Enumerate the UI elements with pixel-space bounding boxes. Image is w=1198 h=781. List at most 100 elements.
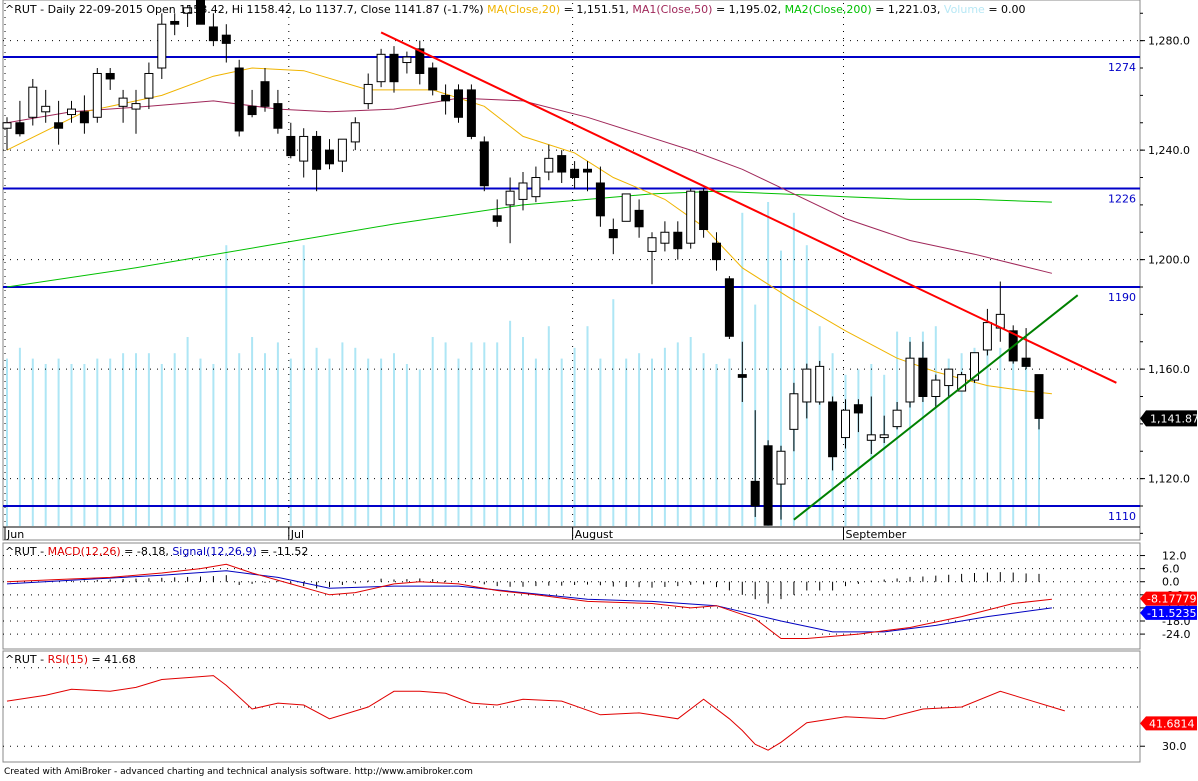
volume-bar <box>199 358 202 526</box>
volume-bar <box>689 337 692 526</box>
candle <box>944 368 954 397</box>
volume-bar <box>405 364 408 526</box>
candle-body-up <box>866 434 876 441</box>
volume-legend: Volume <box>944 3 985 16</box>
volume-bar <box>380 358 383 526</box>
ma50-legend: MA1(Close,50) <box>632 3 712 16</box>
macd-tick-label: 6.0 <box>1162 563 1180 576</box>
ma20-line <box>6 67 1052 395</box>
candle <box>841 399 850 449</box>
candle-body-up <box>183 7 193 14</box>
candle <box>724 276 734 340</box>
volume-bar <box>534 358 537 526</box>
candle <box>544 144 554 181</box>
candle-body-up <box>944 368 954 387</box>
volume-bar <box>883 374 886 526</box>
signal-legend: Signal(12,26,9) <box>172 545 256 558</box>
candle <box>776 445 786 520</box>
candle <box>466 84 476 140</box>
candle <box>15 100 25 137</box>
candle <box>828 396 838 471</box>
candle <box>402 51 412 74</box>
candle <box>699 188 709 238</box>
candlesticks <box>2 0 1044 526</box>
candle <box>583 161 592 192</box>
month-label: September <box>846 528 907 541</box>
volume-bar <box>560 358 563 526</box>
volume-bar <box>186 337 189 526</box>
volume-bar <box>431 337 434 526</box>
candle <box>54 100 64 145</box>
candle-body-down <box>466 89 476 137</box>
candle <box>647 232 657 285</box>
candle <box>144 62 154 110</box>
candle <box>286 122 296 159</box>
level-label: 1190 <box>1108 291 1136 304</box>
candle-body-down <box>273 103 283 129</box>
candle <box>415 40 425 85</box>
level-label: 1226 <box>1108 192 1136 205</box>
volume-bar <box>212 364 215 526</box>
price-tick-label: 1,160.0 <box>1148 363 1190 376</box>
candle-body-up <box>2 122 12 129</box>
volume-bar <box>70 364 73 526</box>
candle-body-down <box>325 149 334 165</box>
price-axis: 1,120.0 1,160.0 1,200.0 1,240.0 1,280.0 1,141… <box>1140 12 1198 534</box>
candle-body-down <box>712 242 721 261</box>
volume-bar <box>302 245 305 526</box>
price-tick-label: 1,200.0 <box>1148 254 1190 267</box>
macd-line <box>6 563 1052 639</box>
price-tick-label: 1,280.0 <box>1148 35 1190 48</box>
price-header: ^RUT - Daily 22-09-2015 Open 1158.42, Hi… <box>5 3 1026 16</box>
candle-body-up <box>376 53 386 83</box>
volume-bar <box>767 202 770 526</box>
volume-bar <box>122 353 125 526</box>
macd-tick-label: 12.0 <box>1162 550 1187 563</box>
volume-bar <box>1038 380 1040 526</box>
candle <box>363 73 373 110</box>
candle <box>234 59 244 137</box>
candle-body-down <box>441 94 451 102</box>
volume-bar <box>44 364 47 526</box>
candle-body-up <box>892 409 902 428</box>
level-label: 1274 <box>1108 61 1136 74</box>
candle-body-up <box>815 365 825 403</box>
candle <box>41 89 51 123</box>
month-label: Jul <box>290 528 304 541</box>
candle-body-up <box>789 393 799 430</box>
volume-bar <box>1025 364 1028 526</box>
candle-body-down <box>724 278 734 337</box>
volume-bar <box>18 347 21 526</box>
rsi-last-label: 41.6814 <box>1149 717 1195 730</box>
candle-body-up <box>647 237 657 252</box>
candle-body-up <box>157 23 167 69</box>
macd-last-badge <box>1140 591 1197 606</box>
candle-body-down <box>595 182 605 217</box>
price-grid: Jun Jul August September <box>3 3 1140 541</box>
candle-body-up <box>802 368 812 403</box>
volume-bar <box>599 358 602 526</box>
macd-tick-label: 0.0 <box>1162 576 1180 589</box>
candle <box>982 308 992 356</box>
candle-body-down <box>479 141 489 187</box>
candle <box>260 68 270 112</box>
candle-body-down <box>170 20 180 25</box>
candle <box>183 5 193 27</box>
price-tick-label: 1,240.0 <box>1148 144 1190 157</box>
volume-bar <box>276 342 279 526</box>
volume-bar <box>96 358 99 526</box>
candle <box>750 410 760 517</box>
candle <box>918 341 928 402</box>
candle-body-up <box>776 450 786 485</box>
candle <box>337 138 347 173</box>
candle <box>428 62 438 96</box>
volume-bar <box>328 358 331 526</box>
volume-bar <box>573 347 576 526</box>
trendline-down <box>380 31 1117 384</box>
candle-body-up <box>660 231 670 244</box>
volume-bar <box>173 353 176 526</box>
volume-bar <box>496 342 499 526</box>
candle-body-down <box>286 135 296 157</box>
candle-body-down <box>428 67 438 91</box>
candle-body-down <box>828 401 838 458</box>
